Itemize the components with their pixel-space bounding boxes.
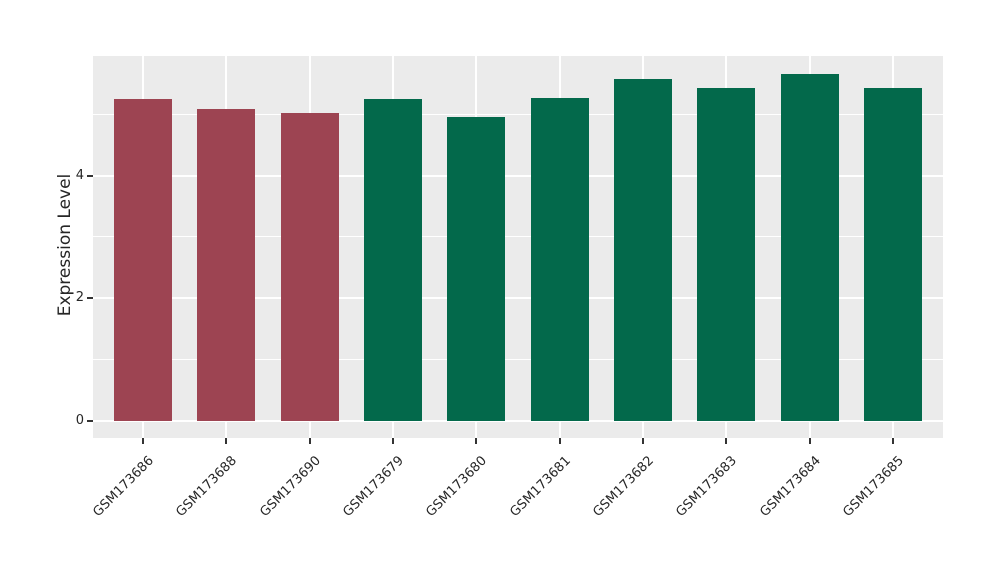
x-tick-mark: [892, 438, 894, 444]
x-tick-label: GSM173688: [173, 453, 241, 520]
y-tick-label: 2: [75, 290, 84, 306]
x-tick-label: GSM173679: [340, 453, 407, 520]
x-tick-mark: [725, 438, 728, 444]
x-tick-label: GSM173683: [673, 453, 741, 520]
bar-GSM173682: [614, 79, 672, 421]
y-tick-label: 0: [75, 412, 84, 428]
y-tick-mark: [87, 419, 93, 422]
bar-GSM173683: [697, 87, 756, 421]
x-tick-mark: [308, 438, 311, 444]
h-gridline-minor: [93, 113, 943, 115]
bar-GSM173685: [864, 87, 922, 421]
x-tick-mark: [142, 438, 144, 444]
plot-area: [93, 56, 943, 438]
x-tick-mark: [558, 438, 561, 444]
y-tick-mark: [87, 174, 93, 177]
x-tick-mark: [225, 438, 228, 444]
x-tick-label: GSM173684: [757, 453, 824, 520]
x-tick-mark: [642, 438, 644, 444]
bar-GSM173679: [364, 98, 422, 421]
h-gridline-major: [93, 174, 943, 177]
h-gridline-major: [93, 297, 943, 300]
bar-GSM173686: [114, 98, 172, 421]
bar-GSM173680: [447, 116, 506, 421]
bar-GSM173684: [780, 74, 839, 421]
x-tick-label: GSM173685: [840, 453, 907, 520]
x-tick-label: GSM173690: [257, 453, 324, 520]
h-gridline-major: [93, 419, 943, 422]
x-tick-mark: [808, 438, 811, 444]
x-tick-mark: [392, 438, 394, 444]
bar-GSM173690: [280, 113, 339, 421]
x-tick-label: GSM173686: [90, 453, 157, 520]
x-tick-label: GSM173682: [590, 453, 657, 520]
x-tick-mark: [475, 438, 478, 444]
x-tick-label: GSM173681: [507, 453, 574, 520]
h-gridline-minor: [93, 359, 943, 360]
bar-GSM173688: [197, 109, 256, 421]
y-tick-label: 4: [75, 167, 84, 183]
bar-GSM173681: [530, 98, 589, 421]
y-tick-mark: [87, 297, 93, 300]
x-tick-label: GSM173680: [423, 453, 491, 520]
h-gridline-minor: [93, 236, 943, 238]
